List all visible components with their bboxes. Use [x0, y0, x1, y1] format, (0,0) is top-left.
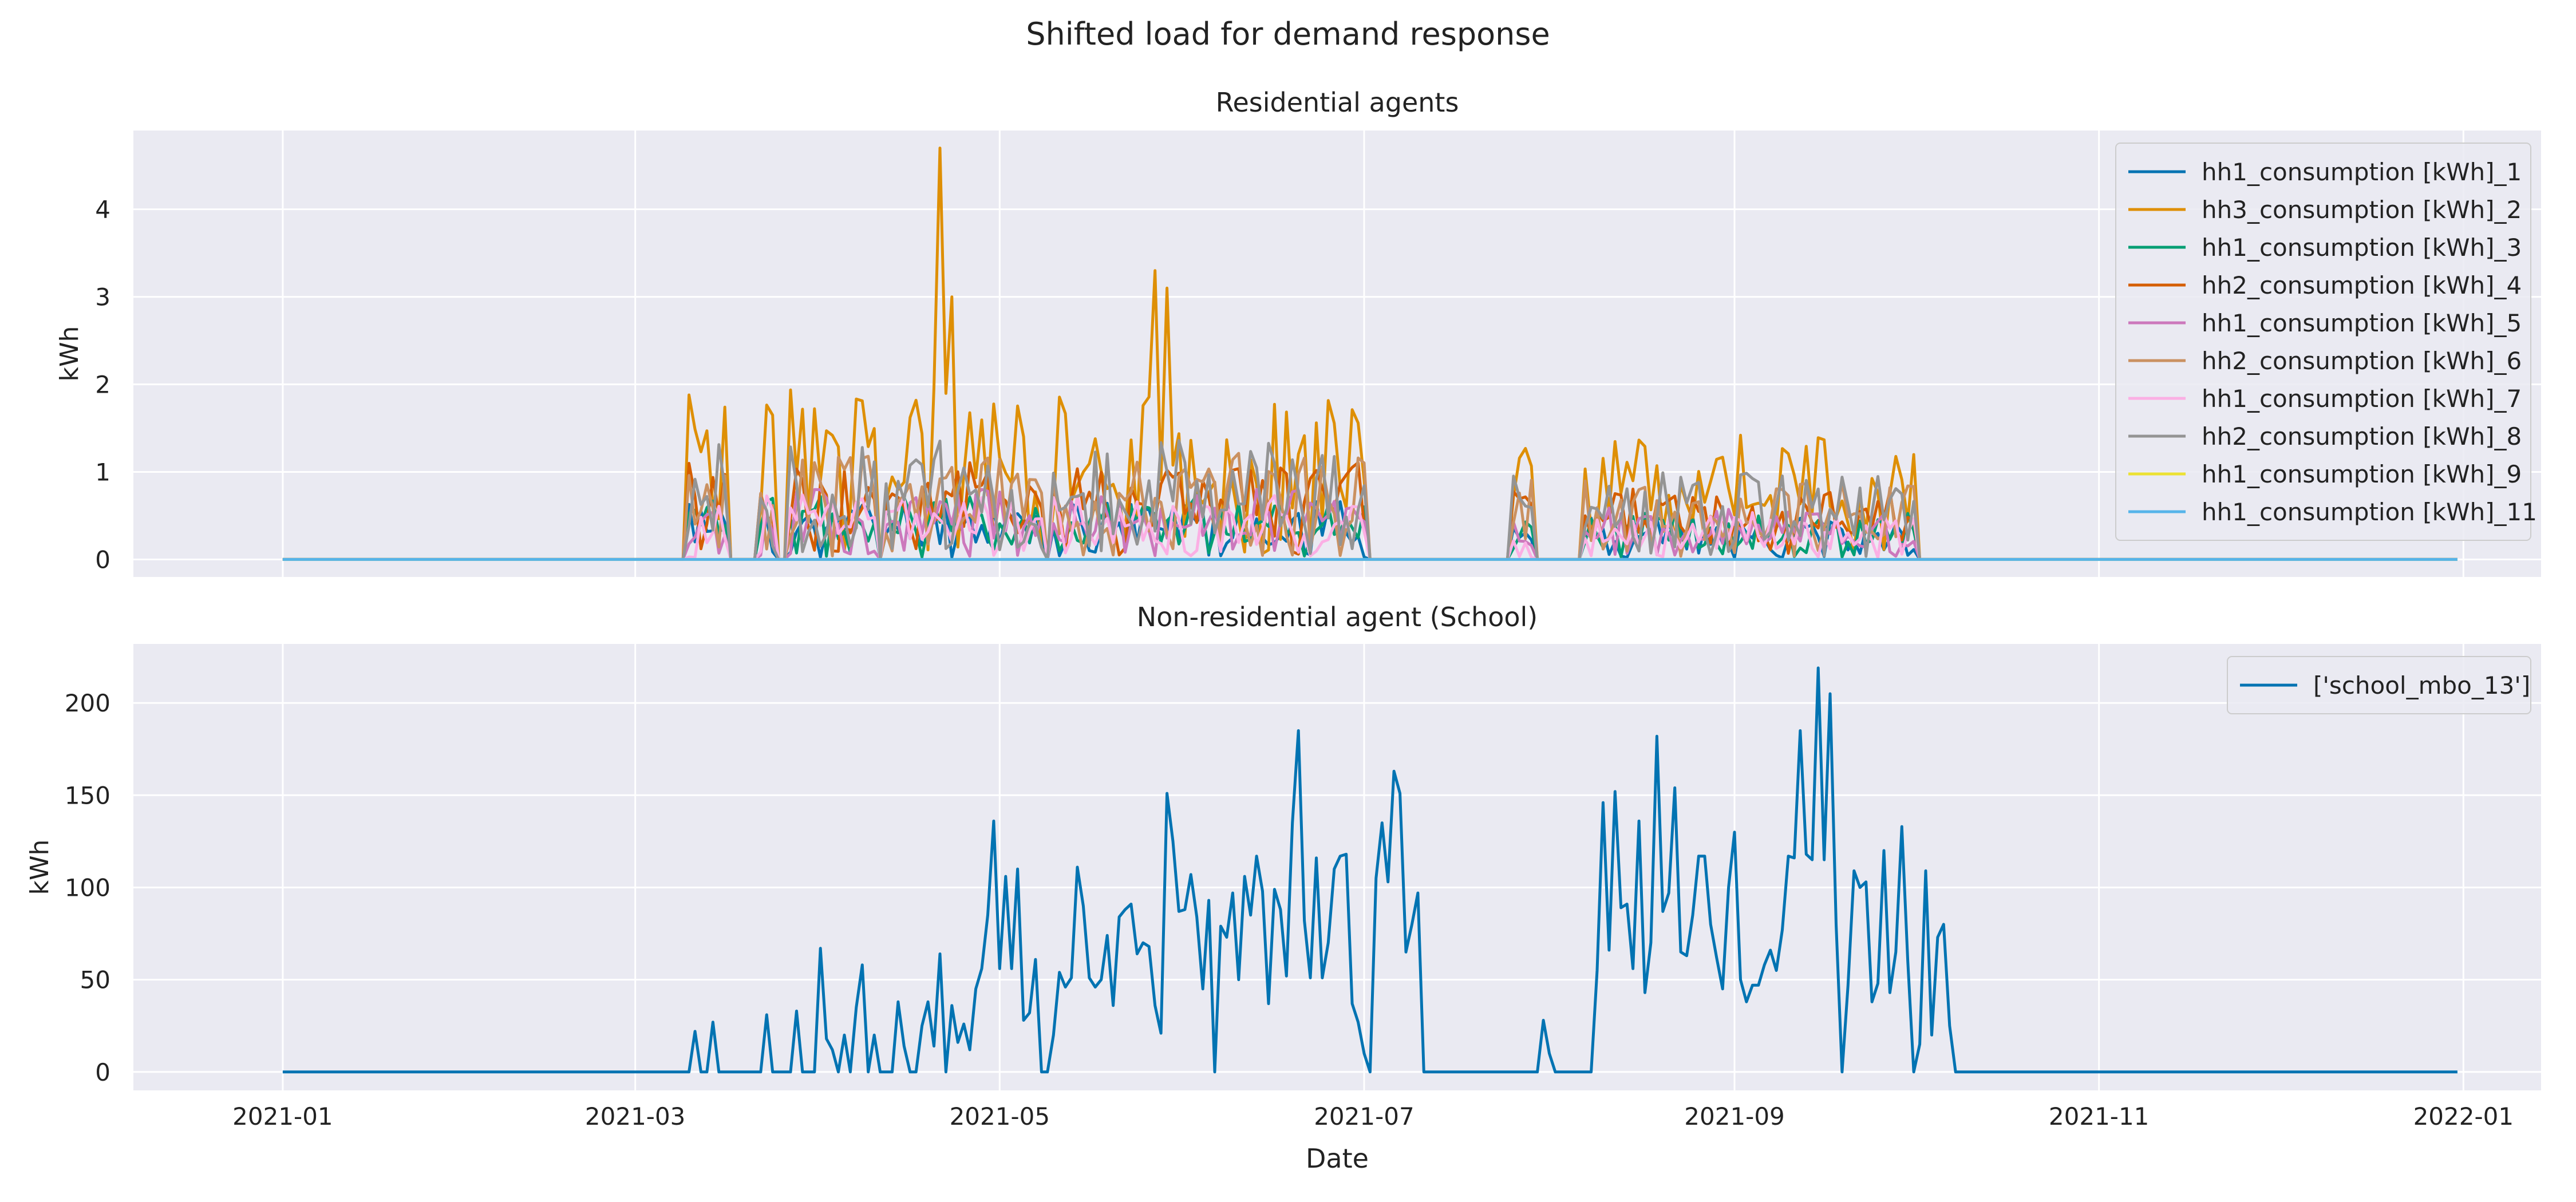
residential-legend-label: hh1_consumption [kWh]_1 [2202, 158, 2522, 186]
residential-legend-label: hh2_consumption [kWh]_8 [2202, 422, 2522, 450]
residential-y-tick-label: 4 [95, 196, 110, 224]
school-y-tick-label: 0 [95, 1058, 110, 1086]
residential-legend-box [2115, 143, 2531, 541]
residential-legend-label: hh1_consumption [kWh]_11 [2202, 498, 2537, 526]
residential-y-axis-label: kWh [55, 326, 84, 382]
residential-y-tick-label: 0 [95, 545, 110, 574]
x-tick-label: 2021-01 [232, 1102, 333, 1130]
school-series-line-1 [282, 666, 2458, 1074]
school-y-axis-label: kWh [25, 840, 54, 895]
school-y-tick-label: 100 [65, 873, 110, 902]
residential-legend-label: hh1_consumption [kWh]_9 [2202, 460, 2522, 488]
school-y-tick-label: 200 [65, 689, 110, 717]
x-tick-label: 2021-11 [2049, 1102, 2150, 1130]
x-axis-ticks: 2021-01 2021-03 2021-05 2021-07 2021-09 2021-… [232, 1102, 2514, 1130]
x-tick-label: 2021-09 [1684, 1102, 1785, 1130]
x-tick-label: 2021-07 [1314, 1102, 1415, 1130]
x-tick-label: 2021-03 [585, 1102, 686, 1130]
residential-legend-label: hh2_consumption [kWh]_6 [2202, 347, 2522, 375]
school-legend: ['school_mbo_13'] [2227, 656, 2531, 714]
school-panel: Non-residential agent (School) 0 50 100 150… [25, 602, 2541, 1090]
school-y-tick-label: 150 [65, 781, 110, 809]
residential-legend-label: hh1_consumption [kWh]_3 [2202, 234, 2522, 262]
residential-y-ticks: 0 1 2 3 4 [95, 196, 110, 574]
residential-series-lines [282, 147, 2458, 561]
residential-y-tick-label: 2 [95, 371, 110, 399]
school-plot-area [133, 644, 2541, 1090]
residential-legend-label: hh1_consumption [kWh]_5 [2202, 309, 2522, 337]
x-tick-label: 2021-05 [950, 1102, 1050, 1130]
residential-panel-title: Residential agents [1216, 87, 1459, 118]
school-legend-box [2227, 656, 2531, 714]
school-panel-title: Non-residential agent (School) [1137, 602, 1538, 632]
residential-legend-label: hh1_consumption [kWh]_7 [2202, 385, 2522, 413]
residential-legend-label: hh2_consumption [kWh]_4 [2202, 271, 2522, 299]
x-axis-label: Date [1306, 1143, 1369, 1174]
residential-y-tick-label: 3 [95, 283, 110, 311]
school-y-tick-label: 50 [80, 966, 110, 994]
figure-title: Shifted load for demand response [1026, 16, 1550, 52]
residential-legend: hh1_consumption [kWh]_1 hh3_consumption [… [2115, 143, 2537, 541]
x-tick-label: 2022-01 [2413, 1102, 2514, 1130]
residential-panel: Residential agents 0 1 2 3 4 kWh hh1_consump… [55, 87, 2541, 577]
residential-legend-label: hh3_consumption [kWh]_2 [2202, 196, 2522, 224]
school-y-ticks: 0 50 100 150 200 [65, 689, 110, 1086]
school-series-lines [282, 666, 2458, 1074]
school-legend-label: ['school_mbo_13'] [2313, 671, 2530, 699]
residential-y-tick-label: 1 [95, 458, 110, 486]
